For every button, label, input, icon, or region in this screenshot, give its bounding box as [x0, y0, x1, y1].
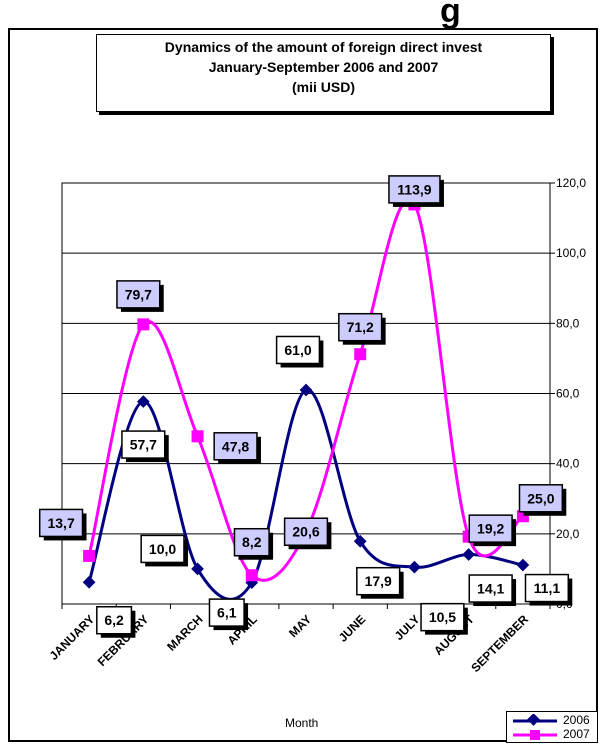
- data-label-2006-box: [121, 430, 166, 459]
- legend-item-2007: 2007: [511, 727, 597, 742]
- data-label-2007-box: [213, 432, 258, 461]
- legend: 2006 2007: [506, 711, 598, 743]
- legend-swatch-2006: [513, 714, 557, 726]
- x-tick-label: JANUARY: [47, 612, 98, 663]
- data-label-2007-box: [116, 280, 161, 309]
- data-label-2007: 20,6: [292, 524, 319, 540]
- data-label-2006: 11,1: [534, 580, 561, 596]
- data-label-2006-box: [468, 574, 513, 603]
- y-tick-label: 60,0: [556, 387, 580, 401]
- marker-2006: [136, 395, 150, 408]
- data-label-2006-box: [356, 566, 401, 596]
- data-label-2006-box: [275, 335, 321, 365]
- data-label-2007: 13,7: [47, 515, 74, 531]
- marker-2007: [191, 430, 204, 443]
- marker-2006: [299, 383, 313, 397]
- y-tick-label: 40,0: [556, 457, 580, 471]
- data-label-2006: 61,0: [284, 342, 311, 358]
- marker-2007: [83, 549, 96, 562]
- data-label-2006: 57,7: [130, 437, 157, 453]
- x-tick-label: JUNE: [336, 612, 369, 645]
- data-label-2007-box: [468, 514, 513, 543]
- x-tick-label: JULY: [392, 612, 423, 643]
- data-label-2007-box: [283, 517, 329, 546]
- marker-2007: [137, 318, 150, 331]
- y-tick-label: 20,0: [556, 527, 580, 541]
- data-label-2006-box: [524, 573, 570, 603]
- data-label-2007: 79,7: [125, 286, 152, 302]
- chart-subtitle: January-September 2006 and 2007: [208, 59, 439, 75]
- data-label-2006-box: [140, 534, 185, 564]
- data-label-2007-box: [518, 484, 564, 513]
- data-label-2006-box: [420, 602, 465, 632]
- data-label-2006: 6,1: [217, 605, 237, 621]
- x-tick-label: MAY: [286, 612, 314, 640]
- legend-item-2006: 2006: [511, 713, 597, 728]
- x-tick-label: MARCH: [164, 612, 205, 653]
- x-tick-label: SEPTEMBER: [468, 612, 531, 675]
- marker-2007: [516, 510, 529, 523]
- data-label-2006: 10,0: [149, 541, 176, 557]
- data-label-2007: 25,0: [527, 490, 554, 506]
- y-tick-label: 120,0: [556, 176, 586, 190]
- data-label-2006: 10,5: [429, 609, 456, 625]
- clipped-header-text: g: [440, 0, 461, 30]
- marker-2007: [245, 569, 258, 582]
- data-label-2007: 19,2: [477, 521, 504, 537]
- data-label-2006: 14,1: [477, 581, 504, 597]
- chart-unit: (mii USD): [292, 79, 355, 95]
- legend-label-2006: 2006: [563, 713, 590, 727]
- data-label-2007-box: [338, 312, 383, 342]
- data-label-2006: 6,2: [104, 612, 124, 628]
- data-label-2007-box: [38, 508, 84, 538]
- data-label-2006: 17,9: [365, 573, 392, 589]
- data-label-2006-box: [96, 605, 133, 635]
- data-label-2007: 8,2: [242, 534, 262, 550]
- y-tick-label: 100,0: [556, 246, 586, 260]
- y-tick-label: 80,0: [556, 316, 580, 330]
- x-axis-title: Month: [285, 716, 319, 730]
- data-label-2007-box: [388, 175, 441, 204]
- marker-2007: [354, 348, 367, 361]
- data-label-2006-box: [208, 598, 245, 627]
- data-label-2007: 47,8: [222, 438, 249, 454]
- legend-label-2007: 2007: [563, 727, 590, 741]
- chart-title-box: Dynamics of the amount of foreign direct…: [96, 34, 551, 112]
- legend-swatch-2007: [513, 730, 557, 740]
- series-line-2007: [87, 198, 524, 582]
- data-label-2007: 71,2: [347, 319, 374, 335]
- data-label-2007: 113,9: [397, 181, 431, 197]
- data-label-2007-box: [233, 527, 270, 557]
- chart-title: Dynamics of the amount of foreign direct…: [164, 39, 483, 55]
